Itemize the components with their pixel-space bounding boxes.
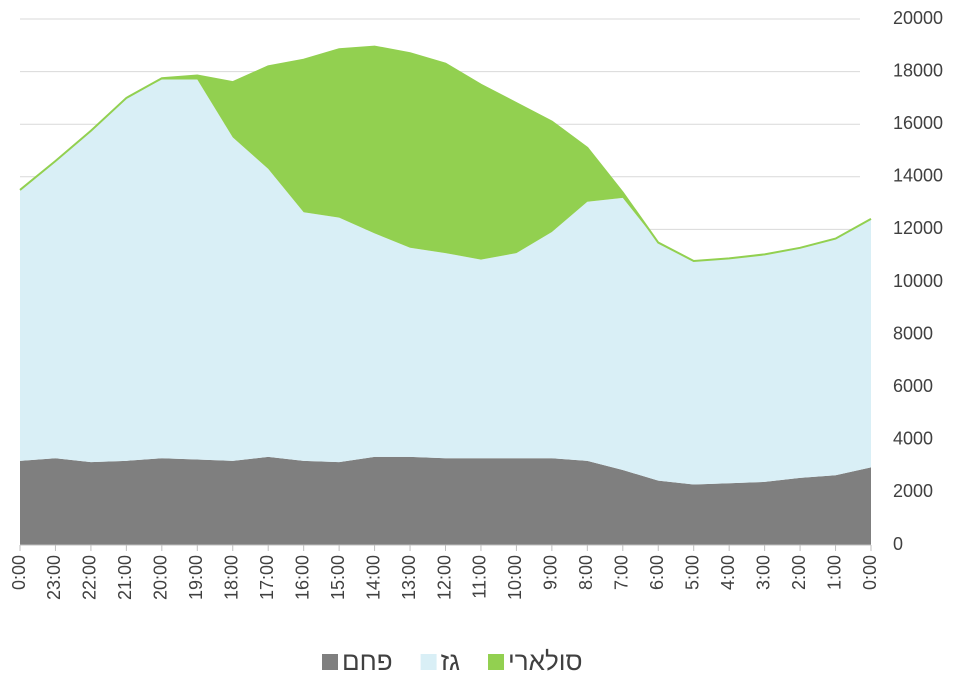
x-tick-label: 4:00 (718, 555, 738, 590)
x-tick-label: 14:00 (363, 555, 383, 600)
x-tick-label: 8:00 (576, 555, 596, 590)
y-tick-label: 6000 (893, 376, 933, 396)
legend-label: סולארי (508, 646, 583, 676)
legend-swatch (322, 654, 338, 670)
x-tick-label: 0:00 (9, 555, 29, 590)
y-tick-label: 14000 (893, 166, 943, 186)
y-tick-label: 4000 (893, 429, 933, 449)
x-tick-label: 1:00 (824, 555, 844, 590)
y-tick-label: 12000 (893, 218, 943, 238)
y-tick-label: 16000 (893, 113, 943, 133)
x-tick-label: 18:00 (222, 555, 242, 600)
x-tick-label: 21:00 (115, 555, 135, 600)
legend-label: פחם (342, 646, 393, 676)
x-tick-label: 7:00 (612, 555, 632, 590)
x-tick-label: 12:00 (434, 555, 454, 600)
x-tick-label: 2:00 (789, 555, 809, 590)
area (20, 46, 871, 261)
x-tick-label: 6:00 (647, 555, 667, 590)
x-tick-label: 23:00 (44, 555, 64, 600)
x-tick-label: 13:00 (399, 555, 419, 600)
legend-swatch (420, 654, 437, 670)
y-tick-label: 18000 (893, 60, 943, 80)
x-tick-label: 5:00 (682, 555, 702, 590)
x-tick-label: 9:00 (541, 555, 561, 590)
y-tick-label: 0 (893, 534, 903, 554)
x-tick-label: 11:00 (470, 555, 490, 599)
x-tick-label: 19:00 (186, 555, 206, 600)
y-tick-label: 2000 (893, 481, 933, 501)
x-tick-label: 17:00 (257, 555, 277, 600)
area-edge (19, 45, 872, 262)
y-tick-label: 10000 (893, 271, 943, 291)
x-tick-label: 10:00 (505, 555, 525, 600)
x-tick-label: 22:00 (80, 555, 100, 600)
x-tick-label: 0:00 (860, 555, 880, 590)
legend-swatch (488, 654, 505, 670)
x-tick-label: 20:00 (151, 555, 171, 600)
x-tick-label: 16:00 (292, 555, 312, 600)
x-tick-label: 15:00 (328, 555, 348, 600)
area (20, 456, 871, 545)
y-tick-label: 8000 (893, 323, 933, 343)
area (20, 79, 871, 485)
x-tick-label: 3:00 (753, 555, 773, 590)
legend-label: גז (441, 646, 460, 676)
y-tick-label: 20000 (893, 8, 943, 28)
